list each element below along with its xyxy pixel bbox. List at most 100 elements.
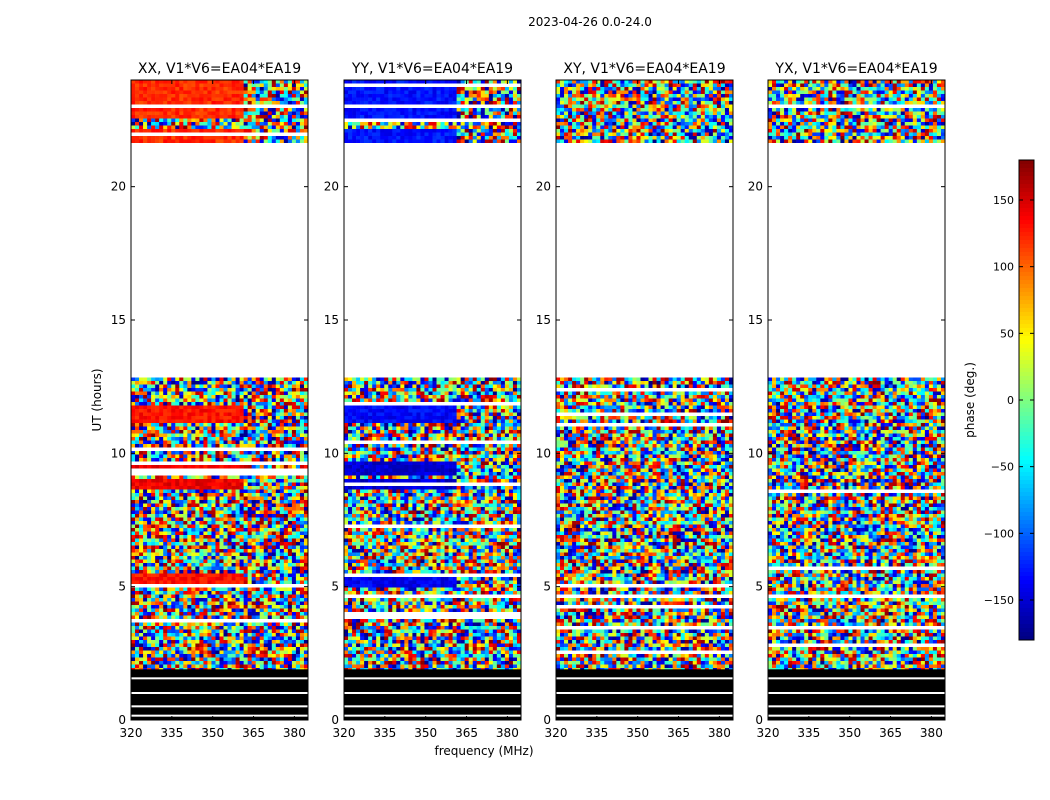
heatmap-cell bbox=[244, 647, 248, 651]
heatmap-cell bbox=[199, 101, 203, 105]
heatmap-cell bbox=[175, 416, 179, 420]
heatmap-cell bbox=[151, 388, 155, 392]
heatmap-cell bbox=[167, 658, 171, 662]
heatmap-cell bbox=[280, 497, 284, 501]
heatmap-cell bbox=[187, 409, 191, 413]
heatmap-cell bbox=[151, 122, 155, 126]
heatmap-cell bbox=[300, 661, 304, 665]
heatmap-cell bbox=[236, 80, 240, 84]
heatmap-cell bbox=[493, 87, 497, 91]
heatmap-cell bbox=[400, 98, 404, 102]
heatmap-cell bbox=[240, 490, 244, 494]
heatmap-cell bbox=[260, 518, 264, 522]
heatmap-cell bbox=[163, 605, 167, 609]
heatmap-cell bbox=[400, 80, 404, 84]
heatmap-cell bbox=[131, 654, 135, 658]
heatmap-cell bbox=[288, 609, 292, 613]
heatmap-cell bbox=[236, 528, 240, 532]
heatmap-cell bbox=[264, 115, 268, 119]
heatmap-cell bbox=[300, 507, 304, 511]
heatmap-cell bbox=[248, 665, 252, 669]
heatmap-cell bbox=[143, 525, 147, 529]
heatmap-cell bbox=[131, 623, 135, 627]
heatmap-cell bbox=[252, 542, 256, 546]
heatmap-cell bbox=[175, 535, 179, 539]
heatmap-cell bbox=[139, 563, 143, 567]
heatmap-cell bbox=[155, 588, 159, 592]
heatmap-cell bbox=[151, 644, 155, 648]
heatmap-cell bbox=[151, 91, 155, 95]
heatmap-cell bbox=[224, 581, 228, 585]
heatmap-cell bbox=[296, 525, 300, 529]
heatmap-cell bbox=[195, 409, 199, 413]
heatmap-cell bbox=[224, 514, 228, 518]
heatmap-cell bbox=[224, 626, 228, 630]
heatmap-cell bbox=[264, 504, 268, 508]
heatmap-cell bbox=[276, 395, 280, 399]
heatmap-cell bbox=[296, 427, 300, 431]
heatmap-cell bbox=[135, 542, 139, 546]
heatmap-cell bbox=[232, 591, 236, 595]
heatmap-cell bbox=[296, 126, 300, 130]
heatmap-cell bbox=[232, 392, 236, 396]
heatmap-cell bbox=[187, 479, 191, 483]
heatmap-cell bbox=[147, 98, 151, 102]
heatmap-cell bbox=[292, 654, 296, 658]
heatmap-cell bbox=[232, 409, 236, 413]
heatmap-cell bbox=[272, 437, 276, 441]
heatmap-cell bbox=[497, 80, 501, 84]
heatmap-cell bbox=[272, 444, 276, 448]
heatmap-cell bbox=[224, 574, 228, 578]
heatmap-cell bbox=[191, 574, 195, 578]
heatmap-cell bbox=[199, 126, 203, 130]
heatmap-cell bbox=[207, 637, 211, 641]
heatmap-cell bbox=[135, 602, 139, 606]
heatmap-cell bbox=[147, 504, 151, 508]
heatmap-cell bbox=[280, 434, 284, 438]
heatmap-cell bbox=[228, 549, 232, 553]
heatmap-cell bbox=[143, 647, 147, 651]
heatmap-cell bbox=[131, 437, 135, 441]
heatmap-cell bbox=[211, 388, 215, 392]
heatmap-cell bbox=[280, 647, 284, 651]
heatmap-cell bbox=[179, 588, 183, 592]
heatmap-cell bbox=[392, 91, 396, 95]
heatmap-cell bbox=[155, 91, 159, 95]
heatmap-cell bbox=[268, 486, 272, 490]
heatmap-cell bbox=[280, 626, 284, 630]
heatmap-cell bbox=[147, 563, 151, 567]
heatmap-cell bbox=[400, 108, 404, 112]
heatmap-cell bbox=[280, 616, 284, 620]
heatmap-cell bbox=[151, 504, 155, 508]
heatmap-cell bbox=[167, 80, 171, 84]
heatmap-cell bbox=[368, 94, 372, 98]
heatmap-cell bbox=[151, 416, 155, 420]
heatmap-cell bbox=[404, 98, 408, 102]
heatmap-cell bbox=[300, 658, 304, 662]
heatmap-cell bbox=[300, 595, 304, 599]
heatmap-cell bbox=[151, 402, 155, 406]
heatmap-cell bbox=[236, 129, 240, 133]
heatmap-cell bbox=[139, 595, 143, 599]
heatmap-cell bbox=[280, 87, 284, 91]
heatmap-cell bbox=[195, 91, 199, 95]
heatmap-cell bbox=[131, 465, 135, 469]
heatmap-cell bbox=[248, 560, 252, 564]
heatmap-cell bbox=[195, 101, 199, 105]
heatmap-cell bbox=[292, 399, 296, 403]
heatmap-cell bbox=[187, 115, 191, 119]
heatmap-cell bbox=[288, 399, 292, 403]
heatmap-cell bbox=[300, 395, 304, 399]
heatmap-cell bbox=[183, 444, 187, 448]
heatmap-cell bbox=[175, 406, 179, 410]
heatmap-cell bbox=[179, 140, 183, 144]
heatmap-cell bbox=[203, 140, 207, 144]
heatmap-cell bbox=[143, 605, 147, 609]
heatmap-cell bbox=[211, 140, 215, 144]
heatmap-cell bbox=[191, 507, 195, 511]
heatmap-cell bbox=[139, 423, 143, 427]
heatmap-cell bbox=[232, 416, 236, 420]
heatmap-cell bbox=[288, 514, 292, 518]
heatmap-cell bbox=[256, 563, 260, 567]
